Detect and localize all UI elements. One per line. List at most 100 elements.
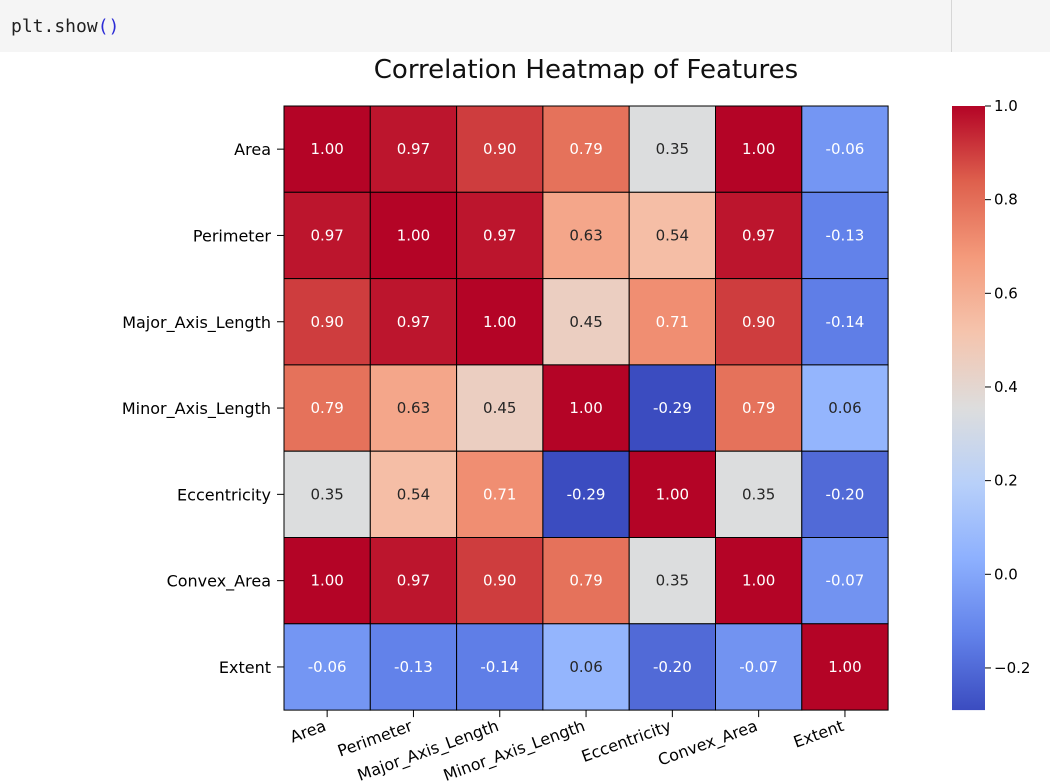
colorbar-tick-label: 0.0: [994, 565, 1018, 583]
colorbar-tick-label: 0.6: [994, 284, 1018, 302]
cell-annotation: -0.20: [653, 658, 692, 676]
colorbar-tick-label: 0.2: [994, 472, 1018, 490]
code-function: plt.show: [11, 16, 98, 37]
cell-annotation: 1.00: [569, 399, 602, 417]
x-tick-label: Convex_Area: [655, 716, 760, 771]
cell-annotation: 0.06: [828, 399, 861, 417]
heatmap-cell: [715, 105, 803, 193]
cell-annotation: 1.00: [828, 658, 861, 676]
y-tick-label: Minor_Axis_Length: [122, 399, 271, 419]
cell-annotation: 0.63: [569, 226, 602, 244]
cell-annotation: -0.07: [739, 658, 778, 676]
heatmap-cell: [369, 278, 458, 366]
heatmap-cell: [369, 450, 458, 539]
heatmap-cell: [801, 623, 889, 711]
cell-annotation: -0.13: [826, 226, 865, 244]
heatmap-cell: [715, 364, 803, 452]
heatmap-cell: [456, 450, 544, 539]
cell-annotation: 0.79: [569, 140, 602, 158]
cell-annotation: 1.00: [483, 313, 516, 331]
cell-annotation: 0.97: [397, 572, 430, 590]
cell-annotation: 0.35: [656, 140, 689, 158]
cell-annotation: 0.79: [742, 399, 775, 417]
code-parens: (): [97, 16, 120, 37]
heatmap-cell: [542, 364, 630, 452]
heatmap-cell: [628, 450, 717, 539]
cell-annotation: -0.13: [394, 658, 433, 676]
x-tick-label: Extent: [791, 716, 846, 752]
cell-annotation: 0.06: [569, 658, 602, 676]
heatmap-cell: [369, 191, 458, 280]
cell-annotation: -0.29: [567, 485, 606, 503]
cell-annotation: -0.20: [826, 485, 865, 503]
cell-divider: [951, 0, 952, 52]
cell-annotation: 0.71: [656, 313, 689, 331]
cell-annotation: 0.35: [310, 485, 343, 503]
cell-annotation: -0.14: [480, 658, 519, 676]
code-text: plt.show(): [11, 16, 119, 37]
heatmap-cell: [542, 623, 630, 711]
cell-annotation: 0.35: [656, 572, 689, 590]
cell-annotation: 0.90: [310, 313, 343, 331]
cell-annotation: -0.29: [653, 399, 692, 417]
heatmap-cell: [542, 191, 630, 280]
x-tick-label: Major_Axis_Length: [355, 716, 502, 784]
cell-annotation: -0.07: [826, 572, 865, 590]
heatmap-cell: [456, 278, 544, 366]
heatmap-cell: [542, 105, 630, 193]
heatmap-cell: [715, 191, 803, 280]
colorbar-tick-label: 0.8: [994, 191, 1018, 209]
cell-annotation: 0.45: [483, 399, 516, 417]
colorbar-tick-label: 1.0: [994, 97, 1018, 115]
y-tick-label: Extent: [219, 658, 271, 677]
cell-annotation: 0.90: [483, 572, 516, 590]
heatmap-cell: [801, 105, 889, 193]
colorbar: [952, 106, 985, 711]
cell-annotation: 1.00: [742, 572, 775, 590]
cell-annotation: 0.71: [483, 485, 516, 503]
heatmap-cell: [628, 191, 717, 280]
heatmap-cell: [283, 364, 371, 452]
heatmap-cell: [801, 450, 889, 539]
cell-annotation: 0.97: [483, 226, 516, 244]
heatmap-cell: [456, 191, 544, 280]
y-tick-label: Perimeter: [193, 226, 271, 245]
x-tick-label: Minor_Axis_Length: [441, 716, 588, 784]
cell-annotation: 0.97: [742, 226, 775, 244]
y-tick-label: Major_Axis_Length: [122, 313, 271, 333]
cell-annotation: 0.79: [569, 572, 602, 590]
heatmap-cell: [715, 450, 803, 539]
heatmap-cell: [715, 278, 803, 366]
colorbar-tick-label: 0.4: [994, 378, 1018, 396]
heatmap-cell: [456, 364, 544, 452]
cell-annotation: 0.35: [742, 485, 775, 503]
cell-annotation: 0.97: [310, 226, 343, 244]
cell-annotation: 0.63: [397, 399, 430, 417]
cell-annotation: 1.00: [310, 572, 343, 590]
cell-annotation: 0.90: [742, 313, 775, 331]
cell-annotation: 0.54: [656, 226, 689, 244]
cell-annotation: 0.79: [310, 399, 343, 417]
heatmap-cell: [283, 450, 371, 539]
cell-annotation: 0.54: [397, 485, 430, 503]
chart-title: Correlation Heatmap of Features: [373, 55, 799, 85]
heatmap-cell: [628, 364, 717, 452]
code-cell[interactable]: plt.show(): [0, 0, 1050, 52]
heatmap-cell: [801, 278, 889, 366]
cell-annotation: 1.00: [742, 140, 775, 158]
colorbar-tick-label: −0.2: [994, 659, 1030, 677]
heatmap-cell: [542, 450, 630, 539]
heatmap-cell: [283, 191, 371, 280]
cell-annotation: 0.97: [397, 313, 430, 331]
y-tick-label: Convex_Area: [167, 572, 271, 592]
heatmap-cell: [801, 364, 889, 452]
cell-annotation: 1.00: [397, 226, 430, 244]
cell-annotation: 0.90: [483, 140, 516, 158]
cell-annotation: 1.00: [656, 485, 689, 503]
cell-annotation: -0.06: [826, 140, 865, 158]
heatmap-cell: [801, 537, 889, 625]
y-tick-label: Area: [234, 140, 271, 159]
heatmap-cell: [369, 364, 458, 452]
cell-annotation: -0.06: [308, 658, 347, 676]
